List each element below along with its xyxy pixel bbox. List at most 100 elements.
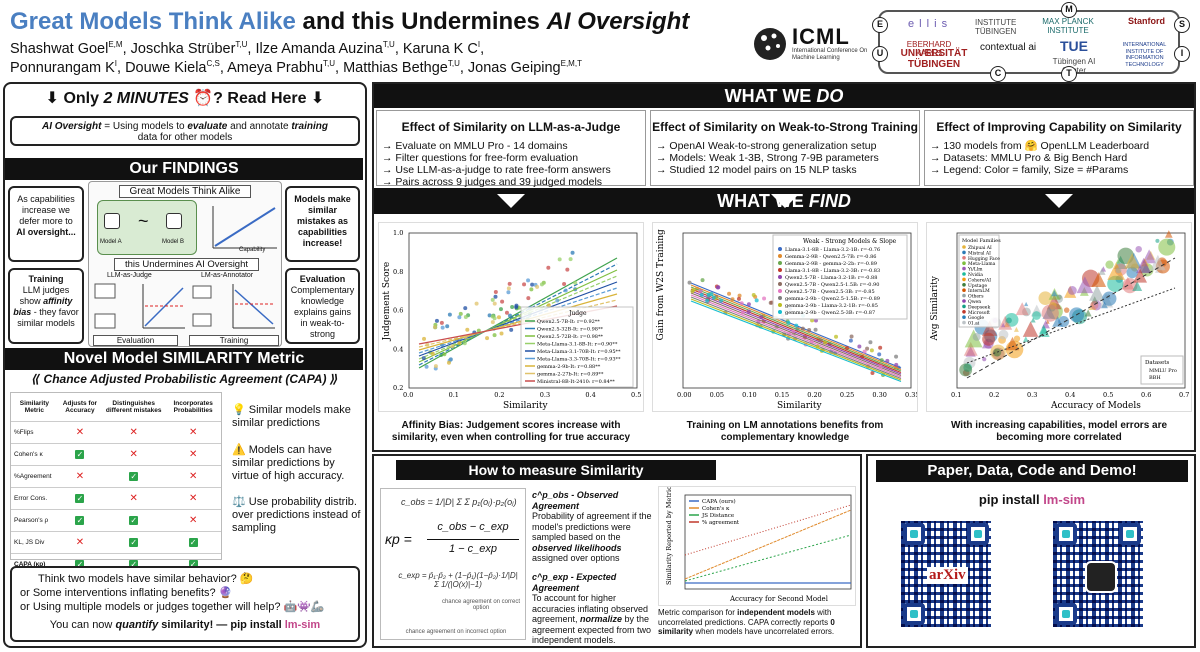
do-capability-heading: Effect of Improving Capability on Simila…	[936, 120, 1182, 134]
y-axis-label: Judgement Score	[382, 262, 392, 342]
legend-entry: Nvidia	[968, 272, 983, 278]
data-point	[715, 285, 720, 290]
legend-entry: Meta-Llama	[968, 261, 996, 267]
data-point	[506, 286, 511, 291]
data-point	[433, 364, 438, 369]
legend-entry: Meta-Llama-3.1-70B-It: r=0.95**	[537, 349, 621, 355]
legend-entry: Llama-3.1-8B - Llama-3.2-1B: r=-0.76	[785, 247, 880, 253]
data-point	[894, 354, 899, 359]
data-point	[1063, 307, 1070, 313]
capability-similarity-plot	[212, 206, 277, 249]
tai-icon: TUE	[1060, 38, 1088, 54]
icml-sub: International Conference On Machine Lear…	[792, 48, 868, 61]
data-point	[510, 304, 515, 309]
data-point	[786, 320, 791, 325]
data-point	[439, 320, 444, 325]
legend-entry: Google	[968, 315, 984, 321]
eberhard-text: EBERHARD KARLS	[906, 40, 952, 58]
cross-icon: ✕	[57, 465, 103, 488]
regression-line	[690, 292, 902, 377]
data-point	[1051, 289, 1058, 297]
github-qr-code[interactable]	[1050, 518, 1146, 630]
data-point	[430, 351, 435, 356]
legend-swatch	[962, 250, 966, 255]
data-point	[1091, 272, 1107, 287]
data-point	[982, 332, 996, 346]
data-point	[698, 289, 703, 294]
table-row: Cohen's κ ✓ ✕ ✕	[11, 443, 221, 466]
data-point	[492, 316, 497, 321]
data-point	[862, 349, 867, 354]
data-point	[457, 315, 462, 320]
data-point	[447, 312, 452, 317]
data-point	[1032, 311, 1041, 320]
data-point	[1155, 238, 1160, 243]
data-point	[705, 298, 710, 303]
arxiv-qr-code[interactable]: arXiv	[898, 518, 994, 630]
y-tick-label: 0.2	[393, 384, 403, 392]
x-tick-label: 0.3	[540, 391, 550, 399]
x-tick-label: 0.15	[775, 391, 789, 399]
data-point	[1076, 276, 1094, 294]
legend-swatch	[778, 261, 782, 265]
arrow-down-icon	[771, 194, 799, 208]
data-point	[870, 370, 875, 375]
data-point	[565, 267, 570, 272]
data-point	[740, 310, 745, 315]
legend-swatch	[778, 303, 782, 307]
finding-left-2: Training LLM judges show affinity bias - …	[8, 268, 84, 344]
lm-sim-package[interactable]: lm-sim	[1043, 492, 1086, 507]
x-tick-label: 0.1	[951, 391, 961, 399]
w2s-gain-chart: 0.00 0.05 0.10 0.15 0.20 0.25 0.30 0.35 Similari…	[652, 222, 918, 412]
data-point	[1015, 302, 1029, 316]
lm-sim-link[interactable]: lm-sim	[284, 619, 321, 631]
finding-right-1: Models make similar mistakes as capabili…	[285, 186, 360, 262]
table-row: %Agreement ✕ ✓ ✕	[11, 465, 221, 488]
data-point	[522, 282, 527, 287]
icml-name: ICML	[792, 24, 850, 49]
metric-name: %Agreement	[11, 465, 58, 488]
questions-box: Think two models have similar behavior? …	[10, 566, 360, 642]
judge-label: LLM-as-Judge	[107, 272, 152, 279]
plot-frame	[682, 232, 912, 389]
dataset-legend-entry: BBH	[1149, 375, 1161, 381]
cross-icon: ✕	[165, 443, 221, 466]
table-row: KL, JS Div ✕ ✓ ✓	[11, 531, 221, 554]
data-point	[474, 301, 479, 306]
data-point	[546, 303, 551, 308]
qr-finder	[1119, 523, 1141, 545]
legend-entry: Qwen	[968, 299, 981, 305]
data-point	[563, 288, 568, 293]
legend-swatch	[962, 283, 966, 287]
regression-line	[418, 287, 618, 354]
data-point	[813, 327, 818, 332]
data-point	[422, 336, 427, 341]
legend-swatch	[962, 245, 966, 249]
legend-entry: InternLM	[968, 288, 990, 294]
circle-label-c: C	[990, 66, 1006, 82]
data-point	[807, 327, 812, 332]
data-point	[493, 294, 498, 299]
circle-label-u: U	[872, 46, 888, 62]
qr-finder	[903, 603, 925, 625]
data-point	[1132, 281, 1143, 291]
data-point	[1038, 291, 1053, 306]
caption-affinity: Affinity Bias: Judgement scores increase…	[391, 420, 631, 443]
data-point	[1158, 238, 1176, 256]
data-point	[1013, 326, 1019, 332]
x-axis-label: Similarity	[503, 401, 548, 411]
table-row: %Flips ✕ ✕ ✕	[11, 421, 221, 444]
qr-finder	[903, 523, 925, 545]
trend-line	[966, 257, 1176, 379]
data-point	[496, 315, 501, 320]
data-point	[800, 326, 805, 331]
data-point	[492, 333, 497, 338]
data-point	[746, 309, 751, 314]
data-point	[823, 340, 828, 345]
x-tick-label: 0.30	[872, 391, 886, 399]
legend-entry: Qwen2.5-72B-It: r=0.98**	[537, 334, 603, 340]
data-point	[1142, 249, 1157, 264]
data-point	[526, 278, 531, 283]
arrow-down-icon	[1045, 194, 1073, 208]
data-point	[1022, 321, 1039, 337]
